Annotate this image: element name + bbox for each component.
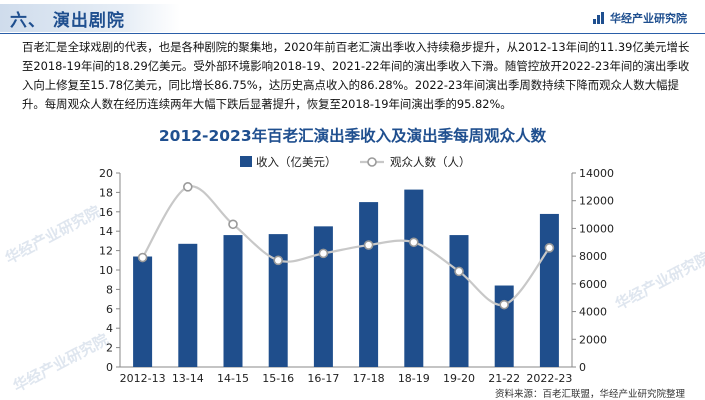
legend-bar-swatch [240, 156, 252, 167]
line-point [454, 266, 464, 277]
y-right-tick-label: 14000 [579, 167, 614, 180]
y-right-tick-label: 12000 [579, 195, 614, 208]
x-tick-label: 2022-23 [526, 372, 572, 385]
bar [223, 235, 243, 367]
line-point [228, 219, 238, 230]
line-point [363, 240, 374, 250]
y-left-tick-label: 10 [99, 264, 113, 277]
y-left-tick-label: 6 [106, 303, 113, 316]
bar [449, 235, 469, 367]
line-point [318, 248, 329, 259]
bar [313, 226, 333, 367]
bar [539, 213, 559, 367]
y-left-tick-label: 0 [106, 361, 113, 374]
section-title-background [0, 4, 180, 32]
y-left-tick-label: 12 [99, 245, 113, 258]
y-left-tick-label: 8 [106, 283, 113, 296]
y-right-tick-label: 6000 [579, 278, 607, 291]
x-tick-label: 13-14 [172, 372, 204, 385]
y-left-tick-label: 18 [99, 186, 113, 199]
audience-line [141, 185, 551, 306]
section-title: 六、 演出剧院 [10, 11, 125, 31]
header: 六、 演出剧院 华经产业研究院 [0, 0, 705, 34]
description-paragraph: 百老汇是全球戏剧的代表，也是各种剧院的聚集地，2020年前百老汇演出季收入持续稳… [22, 40, 690, 111]
y-left-tick-label: 16 [99, 206, 113, 219]
y-right-tick-label: 8000 [579, 250, 607, 263]
legend-bar-label: 收入（亿美元） [256, 155, 337, 169]
line-point [137, 252, 148, 263]
x-tick-label: 21-22 [488, 372, 520, 385]
line-point [499, 299, 510, 310]
y-left-tick-label: 4 [106, 322, 113, 335]
source-note: 资料来源：百老汇联盟，华经产业研究院整理 [494, 389, 685, 400]
y-left-tick-label: 2 [106, 342, 113, 355]
y-right-tick-label: 10000 [579, 222, 614, 235]
line-point [273, 255, 284, 266]
bar [494, 285, 514, 367]
bar [404, 189, 424, 367]
x-tick-label: 15-16 [262, 372, 294, 385]
y-right-tick-label: 0 [579, 361, 586, 374]
y-left-tick-label: 20 [99, 167, 113, 180]
bar [268, 234, 288, 367]
x-tick-label: 19-20 [443, 372, 475, 385]
bar [133, 256, 153, 367]
chart-title: 2012-2023年百老汇演出季收入及演出季每周观众人数 [158, 127, 547, 145]
header-divider [0, 33, 705, 34]
line-point [183, 182, 193, 192]
legend-line-label: 观众人数（人） [390, 155, 471, 169]
x-tick-label: 16-17 [307, 372, 339, 385]
line-point [408, 237, 419, 248]
y-right-tick-label: 2000 [579, 333, 607, 346]
x-tick-label: 14-15 [217, 372, 249, 385]
y-left-tick-label: 14 [99, 225, 113, 238]
bar-logo-icon [593, 12, 604, 24]
line-point [544, 243, 555, 253]
brand-name: 华经产业研究院 [610, 12, 687, 25]
x-tick-label: 2012-13 [120, 372, 166, 385]
bar [178, 243, 198, 367]
x-tick-label: 17-18 [353, 372, 385, 385]
y-right-tick-label: 4000 [579, 306, 607, 319]
bar [359, 202, 379, 367]
legend-line-marker [367, 157, 377, 167]
x-tick-label: 18-19 [398, 372, 430, 385]
brand: 华经产业研究院 [593, 10, 687, 26]
